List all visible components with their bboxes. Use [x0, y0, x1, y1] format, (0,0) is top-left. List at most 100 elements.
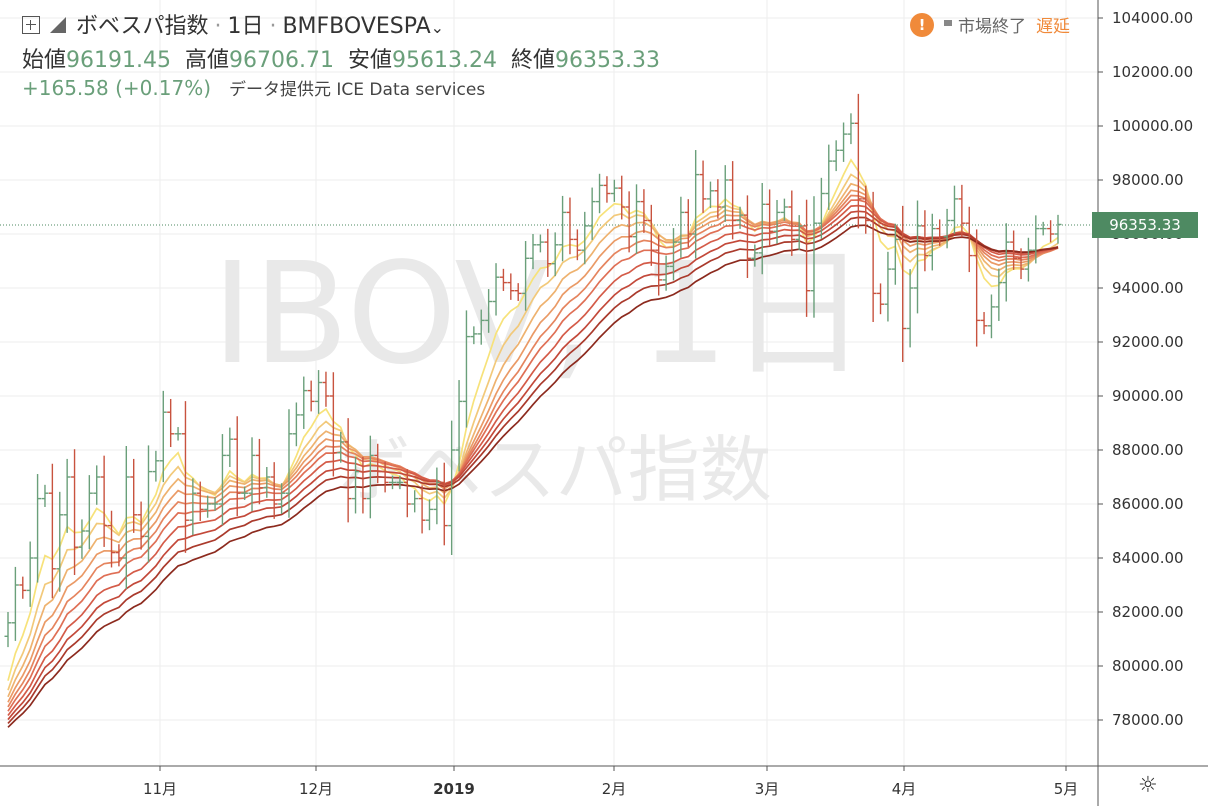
ema-line [7, 216, 1059, 724]
symbol-name[interactable]: ボベスパ指数 [76, 14, 209, 39]
ohlc-bar [159, 390, 167, 483]
ohlc-bar [507, 273, 515, 300]
x-axis[interactable]: 11月 12月 2019 2月 3月 4月 5月 [143, 766, 1078, 798]
ohlc-bar [174, 427, 182, 441]
ohlc-bar [854, 93, 862, 229]
add-symbol-icon[interactable] [22, 16, 40, 34]
ohlc-bar [566, 197, 574, 255]
watermark-name: ボベスパ指数 [338, 428, 771, 512]
ohlc-bar [618, 175, 626, 220]
y-tick-label: 78000.00 [1112, 711, 1184, 729]
ohlc-bar [692, 150, 700, 259]
ohlc-bar [936, 219, 944, 246]
ema-line [7, 224, 1059, 728]
ohlc-bar [181, 401, 189, 553]
ohlc-bar [766, 189, 774, 247]
close-value: 96353.33 [555, 48, 660, 73]
ticker-label[interactable]: BMFBOVESPA [282, 14, 431, 39]
ohlc-bar [241, 486, 249, 500]
interval-label[interactable]: 1日 [227, 14, 264, 39]
x-tick-label: 4月 [892, 780, 917, 798]
ohlc-bar [263, 467, 271, 498]
ohlc-bar [322, 371, 330, 407]
ohlc-bar [189, 478, 197, 536]
ohlc-bar [499, 268, 507, 291]
data-source: データ提供元 ICE Data services [229, 80, 486, 100]
high-label: 高値 [185, 48, 230, 73]
ohlc-bar [825, 144, 833, 210]
ema-line [7, 210, 1059, 721]
ohlc-bar [669, 228, 677, 281]
ema-line [7, 204, 1059, 717]
ohlc-bar [914, 200, 922, 314]
ohlc-bar [396, 475, 404, 490]
ohlc-bar [108, 510, 116, 568]
ohlc-bar [485, 289, 493, 333]
ohlc-bar [300, 376, 308, 429]
ohlc-bar [928, 213, 936, 271]
ohlc-bar [1017, 248, 1025, 280]
ohlc-bar [26, 541, 34, 607]
chevron-down-icon[interactable]: ⌄ [430, 18, 445, 37]
ohlc-bar [425, 499, 433, 531]
ohlc-bar [63, 458, 71, 533]
y-tick-label: 90000.00 [1112, 387, 1184, 405]
ohlc-row: 始値96191.45 高値96706.71 安値95613.24 終値96353.33 [22, 42, 674, 74]
x-tick-label: 3月 [755, 780, 780, 798]
ohlc-bar [810, 196, 818, 318]
ohlc-bar [633, 184, 641, 254]
ohlc-bar [41, 484, 49, 507]
chart-grid [0, 0, 1098, 766]
ohlc-bar [603, 176, 611, 203]
ohlc-bar [899, 205, 907, 362]
ohlc-bar [233, 416, 241, 517]
ohlc-bar [662, 255, 670, 291]
ohlc-bar [19, 576, 27, 599]
x-tick-label: 2019 [433, 780, 475, 798]
gear-icon[interactable]: ☼ [1138, 773, 1158, 798]
ohlc-bar [344, 418, 352, 523]
y-tick-label: 104000.00 [1112, 9, 1193, 27]
ohlc-bar [130, 458, 138, 533]
delay-label[interactable]: 遅延 [1036, 17, 1070, 37]
ohlc-bar [144, 445, 152, 563]
ohlc-bar [433, 467, 441, 525]
ohlc-bar [551, 232, 559, 277]
y-tick-label: 98000.00 [1112, 171, 1184, 189]
ohlc-bar [596, 173, 604, 214]
ohlc-bar [48, 463, 56, 599]
ohlc-bar [492, 263, 500, 316]
ohlc-bar [891, 223, 899, 285]
ohlc-bar [470, 326, 478, 345]
ohlc-bar [248, 437, 256, 512]
ohlc-bar [832, 140, 840, 172]
ohlc-bar [329, 372, 337, 477]
ohlc-bar [93, 465, 101, 505]
ohlc-bar [315, 370, 323, 414]
ohlc-bar [862, 185, 870, 234]
warning-icon[interactable]: ! [910, 12, 934, 37]
ohlc-bar [655, 234, 663, 296]
ohlc-bar [278, 483, 286, 514]
ohlc-bar [869, 191, 877, 323]
ohlc-bar [758, 182, 766, 275]
ohlc-bar [950, 185, 958, 234]
ohlc-bar [714, 179, 722, 219]
ohlc-bar [115, 544, 123, 567]
ohlc-bar [56, 491, 64, 592]
triangle-icon [50, 17, 66, 33]
ohlc-bar [411, 490, 419, 513]
ohlc-bar [965, 206, 973, 273]
ohlc-bar [270, 462, 278, 519]
watermark-ticker: IBOV, 1日 [212, 233, 868, 396]
open-value: 96191.45 [66, 48, 171, 73]
ohlc-bar [840, 122, 848, 162]
ohlc-bar [122, 445, 130, 590]
ohlc-bar [699, 160, 707, 213]
ohlc-bar [610, 179, 618, 202]
market-status: ! 市場終了 遅延 [910, 12, 1070, 37]
y-axis[interactable]: 104000.00102000.00100000.0098000.0096000… [1098, 9, 1193, 729]
ohlc-bar [736, 206, 744, 229]
ema-line [7, 199, 1059, 712]
